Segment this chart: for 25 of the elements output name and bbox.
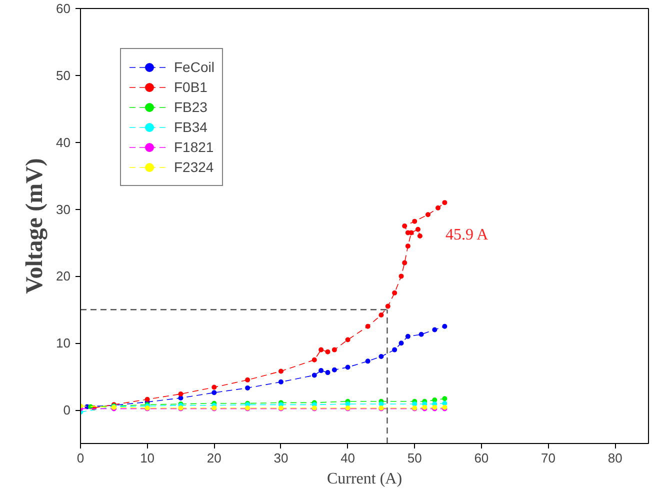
legend-label: F2324 [174, 159, 214, 175]
y-tick-label: 60 [56, 1, 71, 16]
x-tick-label: 20 [206, 450, 222, 466]
x-tick-label: 0 [76, 450, 84, 466]
x-tick-label: 70 [541, 450, 556, 466]
x-tick-label: 30 [274, 450, 288, 466]
y-tick-label: 40 [56, 134, 71, 150]
legend-label: F1821 [174, 139, 214, 155]
x-axis-title: Current (A) [326, 470, 402, 488]
y-tick-label: 50 [56, 68, 71, 83]
x-tick-label: 50 [407, 450, 422, 466]
y-axis-title: Voltage (mV) [22, 158, 48, 294]
legend-label: FB23 [174, 99, 208, 115]
legend-label: FB34 [174, 119, 208, 135]
y-tick-label: 10 [56, 336, 71, 351]
x-tick-label: 40 [340, 450, 356, 466]
legend-label: F0B1 [174, 79, 208, 95]
legend-label: FeCoil [174, 59, 214, 75]
annotation: 45.9 A [446, 226, 489, 244]
y-tick-label: 20 [56, 268, 71, 284]
y-tick-label: 0 [63, 402, 71, 418]
x-tick-label: 60 [474, 450, 489, 466]
x-tick-label: 80 [608, 450, 622, 466]
y-tick-label: 30 [56, 202, 71, 217]
x-tick-label: 10 [140, 450, 155, 466]
